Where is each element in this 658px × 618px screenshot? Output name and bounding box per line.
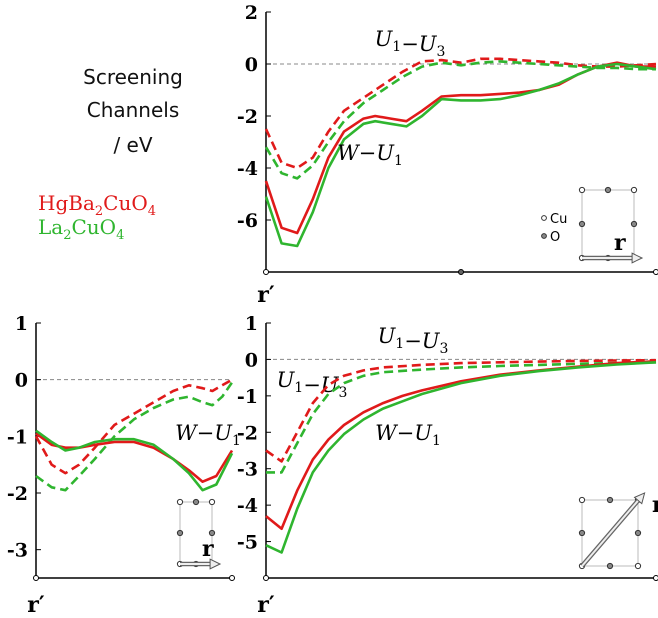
o-atom bbox=[630, 220, 638, 228]
arrow-head bbox=[209, 558, 222, 570]
series-La2CuO4-U1-U3 bbox=[35, 381, 234, 492]
r-prime-label: r′ bbox=[257, 282, 275, 308]
o-atom bbox=[606, 562, 614, 570]
legend-o-marker bbox=[541, 233, 547, 239]
y-tick-label: 0 bbox=[245, 349, 258, 371]
y-tick-label: 0 bbox=[15, 370, 28, 392]
title-line-2: Channels bbox=[87, 98, 180, 122]
direction-arrow-inner bbox=[581, 495, 643, 567]
inset-r-label: r bbox=[614, 230, 626, 256]
series-HgBa2CuO4-U1-U3 bbox=[34, 378, 233, 475]
y-tick-label: -1 bbox=[7, 426, 28, 448]
cu-atom bbox=[578, 496, 586, 504]
inset-lattice: r bbox=[578, 492, 658, 570]
o-atom bbox=[176, 529, 184, 537]
x-start-marker bbox=[33, 575, 39, 581]
o-atom bbox=[208, 529, 216, 537]
y-tick-label: -1 bbox=[237, 386, 258, 408]
y-tick-label: 1 bbox=[245, 313, 258, 335]
figure-title: Screening Channels / eV bbox=[83, 65, 183, 157]
legend: HgBa2CuO4 La2CuO4 bbox=[38, 191, 156, 243]
legend-cu-label: Cu bbox=[550, 212, 567, 227]
y-tick-label: 2 bbox=[245, 2, 258, 24]
y-tick-label: -5 bbox=[237, 532, 258, 554]
title-line-1: Screening bbox=[83, 65, 183, 89]
x-start-marker bbox=[263, 269, 269, 275]
y-tick-label: -6 bbox=[237, 210, 258, 232]
x-mid-marker bbox=[458, 269, 464, 275]
legend-o-label: O bbox=[550, 230, 560, 245]
cu-atom bbox=[634, 562, 642, 570]
y-tick-label: -2 bbox=[7, 483, 28, 505]
annotation-w-u1: W−U1 bbox=[337, 141, 403, 169]
cu-atom bbox=[578, 186, 586, 194]
legend-entry-la: La2CuO4 bbox=[38, 215, 124, 243]
x-start-marker bbox=[263, 575, 269, 581]
annotation-u1-u3: U1−U3 bbox=[375, 27, 446, 60]
panels: 2 0 -2 -4 -6 r′ U1−U3 W−U1 r Cu O 1 0 -1 -2 -3 r′ U1−U3 W−… bbox=[7, 2, 658, 618]
o-atom bbox=[192, 498, 200, 506]
x-end-marker bbox=[653, 575, 658, 581]
arrow-head bbox=[633, 492, 646, 505]
title-line-3: / eV bbox=[113, 133, 152, 157]
legend-cu-marker bbox=[541, 215, 547, 221]
inset-cell bbox=[581, 189, 635, 259]
panel-top: 2 0 -2 -4 -6 r′ U1−U3 W−U1 r Cu O bbox=[237, 2, 658, 308]
o-atom bbox=[634, 529, 642, 537]
y-tick-label: -2 bbox=[237, 106, 258, 128]
annotation-u1-u3: U1−U3 bbox=[277, 368, 348, 401]
r-prime-label: r′ bbox=[27, 592, 45, 618]
inset-r-label: r bbox=[202, 536, 214, 562]
x-end-marker bbox=[229, 575, 235, 581]
annotation-w-u1: W−U1 bbox=[375, 421, 441, 449]
panel-bottom-left: 1 0 -1 -2 -3 r′ U1−U3 W−U1 r bbox=[7, 313, 348, 618]
y-tick-label: 1 bbox=[15, 313, 28, 335]
panel-bottom-right: 1 0 -1 -2 -3 -4 -5 r′ U1−U3 W−U1 r bbox=[237, 313, 658, 618]
series-La2CuO4-W-U1 bbox=[35, 429, 234, 492]
y-tick-label: 0 bbox=[245, 54, 258, 76]
o-atom bbox=[578, 220, 586, 228]
series-HgBa2CuO4-W-U1 bbox=[35, 432, 234, 484]
o-atom bbox=[578, 529, 586, 537]
y-tick-label: -4 bbox=[237, 158, 258, 180]
o-atom bbox=[604, 186, 612, 194]
inset-r-label: r bbox=[652, 492, 658, 518]
r-prime-label: r′ bbox=[257, 592, 275, 618]
y-tick-label: -3 bbox=[237, 459, 258, 481]
inset-lattice: r Cu O bbox=[541, 186, 644, 264]
o-atom bbox=[606, 496, 614, 504]
arrow-head bbox=[631, 252, 644, 264]
legend-entry-hg: HgBa2CuO4 bbox=[38, 191, 156, 219]
series-La2CuO4-U1-U3 bbox=[264, 60, 656, 180]
series-HgBa2CuO4-U1-U3 bbox=[265, 358, 657, 463]
cu-atom bbox=[176, 498, 184, 506]
x-end-marker bbox=[653, 269, 658, 275]
y-tick-label: -3 bbox=[7, 540, 28, 562]
y-tick-label: -4 bbox=[237, 495, 258, 517]
cu-atom bbox=[208, 498, 216, 506]
cu-atom bbox=[630, 186, 638, 194]
series-La2CuO4-W-U1 bbox=[265, 361, 657, 554]
annotation-w-u1: W−U1 bbox=[175, 421, 241, 449]
y-tick-label: -2 bbox=[237, 422, 258, 444]
inset-lattice: r bbox=[176, 498, 222, 570]
annotation-u1-u3: U1−U3 bbox=[378, 324, 449, 357]
series-La2CuO4-W-U1 bbox=[264, 62, 657, 248]
series-La2CuO4-U1-U3 bbox=[266, 361, 657, 474]
series-HgBa2CuO4-U1-U3 bbox=[264, 57, 657, 170]
